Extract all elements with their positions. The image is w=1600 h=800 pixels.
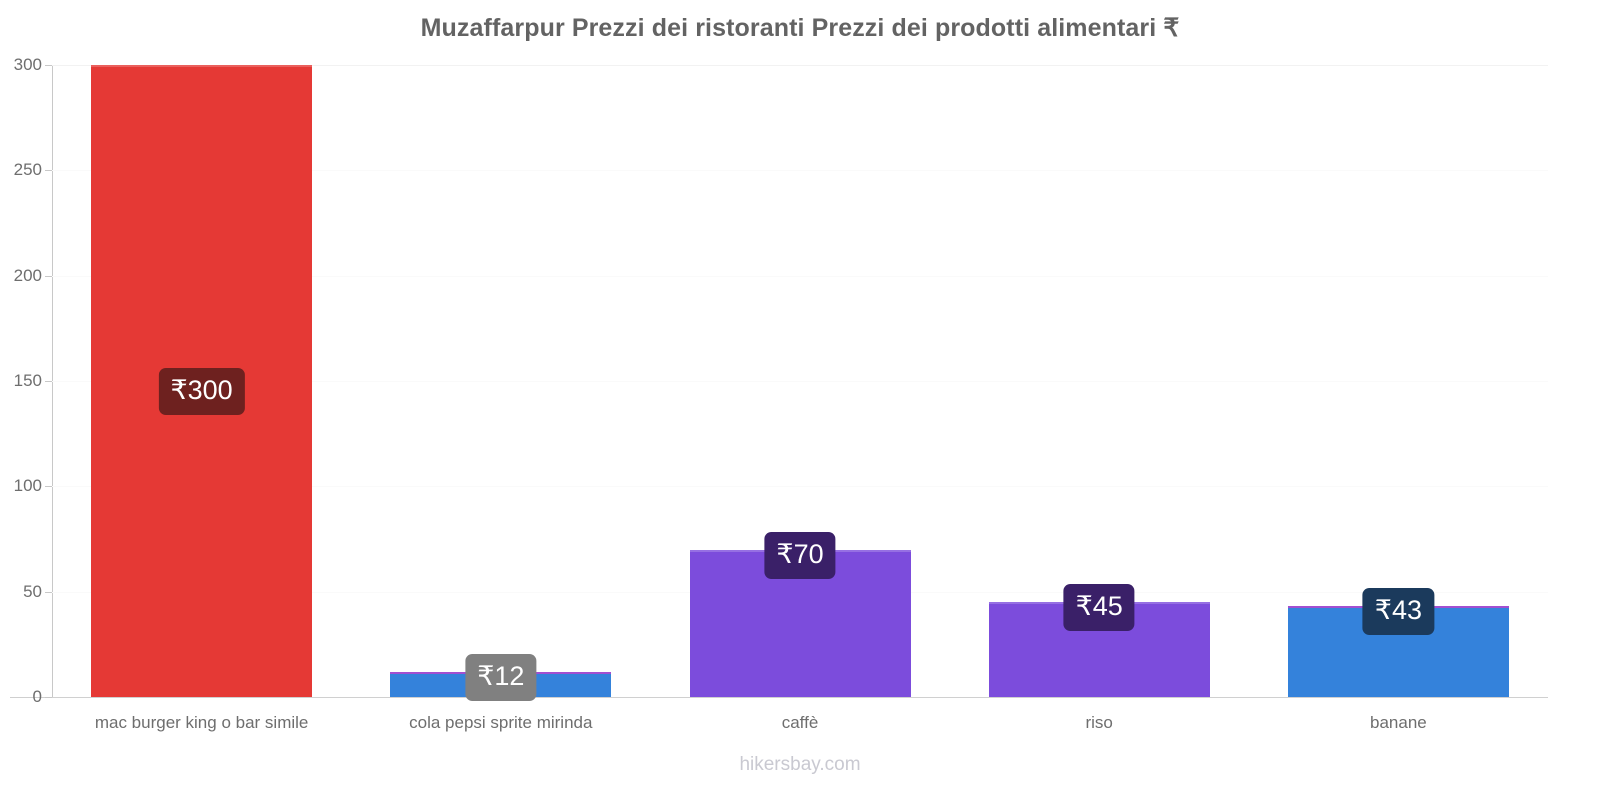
gridline [52,697,1548,698]
y-axis-tick-mark [45,697,52,698]
y-axis-tick-label: 0 [32,687,42,706]
bar-top-edge [91,65,313,67]
y-axis-tick-label: 150 [13,371,42,390]
y-axis-tick-mark [45,486,52,488]
y-axis-tick-mark [45,381,52,382]
plot-area: ₹300 ₹12 ₹70 ₹45 ₹43 [52,65,1548,701]
y-axis-tick-label: 200 [13,265,42,285]
bar-value-label: ₹45 [1063,584,1135,632]
chart-title: Muzaffarpur Prezzi dei ristoranti Prezzi… [420,14,1180,42]
bar-value-label: ₹12 [465,653,537,701]
footer-credit: hikersbay.com [739,754,861,775]
bar-value-label: ₹70 [764,531,836,579]
gridline [52,170,1548,172]
gridline [52,486,1548,488]
y-axis-tick-mark [45,170,52,172]
y-axis-tick-mark [45,275,52,277]
x-axis-tick-label: mac burger king o bar simile [94,713,309,732]
gridline [52,275,1548,277]
gridline [52,65,1548,66]
bar-value-label: ₹43 [1362,588,1434,636]
y-axis-tick-mark [45,591,52,593]
x-axis-tick-label: banane [1370,713,1427,732]
x-axis-tick-label: riso [1085,713,1113,732]
y-axis-tick-label: 250 [13,160,42,180]
y-axis-tick-label: 300 [13,55,42,74]
gridline [52,381,1548,382]
x-axis-tick-label: cola pepsi sprite mirinda [409,713,593,732]
x-axis-tick-label: caffè [781,713,819,732]
bar-value-label: ₹300 [158,368,245,416]
y-axis-tick-mark [45,65,52,66]
y-axis-tick-label: 100 [13,476,42,496]
y-axis-tick-label: 50 [23,581,42,601]
